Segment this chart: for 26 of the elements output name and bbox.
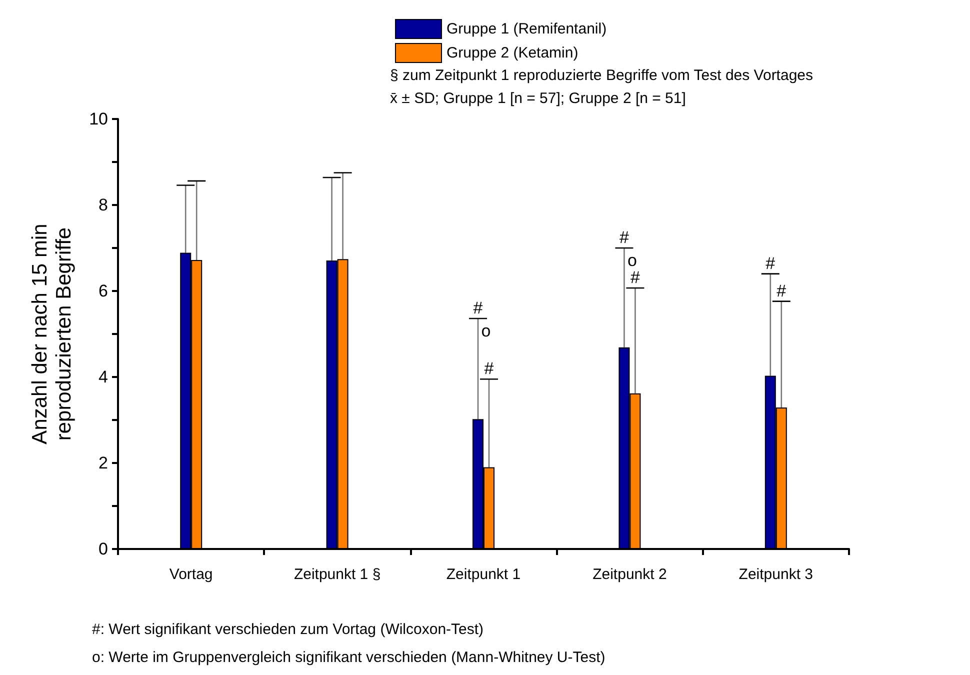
annotation: # (776, 281, 787, 300)
annotation: o (627, 251, 637, 270)
x-tick-label: Vortag (169, 566, 213, 583)
annotation: # (766, 254, 776, 273)
y-tick-label: 6 (98, 282, 108, 300)
annotation: # (473, 298, 484, 318)
y-tick-label: 0 (98, 540, 108, 558)
x-tick-label: Zeitpunkt 1 (446, 566, 521, 583)
text: o: Werte im Gruppenvergleich signifikant verschieden (Mann-Whitney U-Test) (92, 649, 606, 666)
annotation: # (630, 268, 640, 287)
y-tick-label: 10 (89, 110, 108, 128)
annotation: # (484, 359, 494, 378)
y-axis-title: Anzahl der nach 15 min reproduzierten Begriffe (28, 224, 76, 444)
x-tick-label: Zeitpunkt 1 § (294, 566, 381, 583)
x-tick-label: Zeitpunkt 2 (592, 566, 667, 583)
annotation: o (481, 322, 491, 341)
x-tick-label: Zeitpunkt 3 (738, 566, 814, 583)
y-tick-label: 8 (98, 196, 108, 214)
legend-label: Gruppe 2 (Ketamin) (446, 44, 578, 62)
annotation: # (619, 228, 630, 247)
text: § zum Zeitpunkt 1 reproduzierte Begriffe vom Test des Vortages (390, 67, 814, 84)
y-tick-label: 4 (98, 368, 108, 386)
text: x̄ ± SD; Gruppe 1 [n = 57]; Gruppe 2 [n = 51] (390, 90, 686, 107)
text: #: Wert signifikant verschieden zum Vortag (Wilcoxon-Test) (92, 621, 484, 638)
legend-label: Gruppe 1 (Remifentanil) (446, 20, 607, 38)
y-tick-label: 2 (98, 454, 108, 472)
